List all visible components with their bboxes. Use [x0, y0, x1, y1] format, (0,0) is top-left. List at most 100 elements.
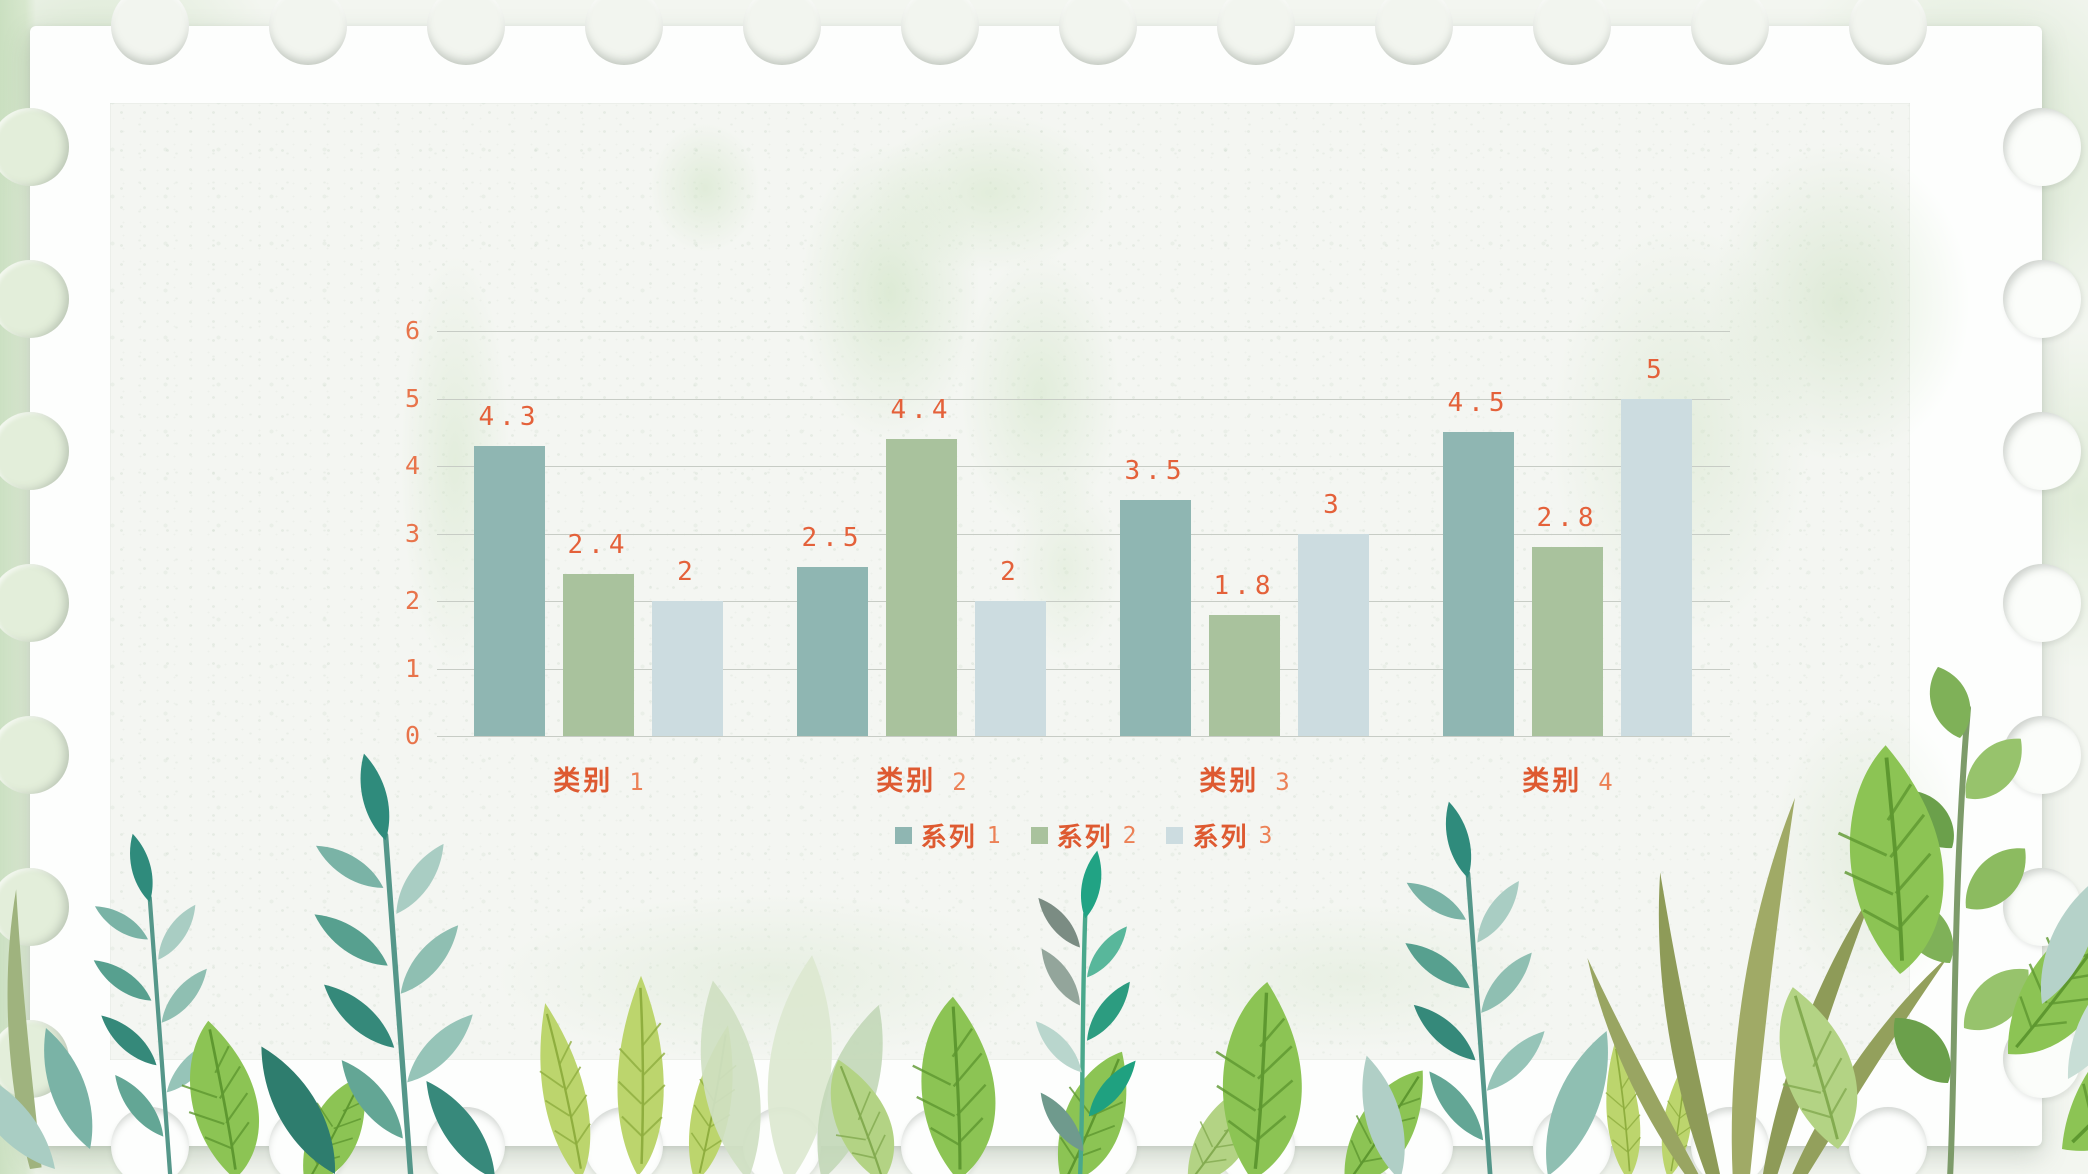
bar	[1120, 499, 1191, 736]
legend-series-label: 系列	[920, 822, 977, 852]
stamp-notch	[0, 412, 69, 490]
stamp-notch	[1533, 0, 1611, 65]
legend-series-label: 系列	[1192, 822, 1249, 852]
stamp-notch	[1533, 1107, 1611, 1174]
category-label: 类别 4	[1458, 759, 1678, 798]
y-axis-tick-label: 2	[404, 586, 420, 615]
stamp-notch	[743, 1107, 821, 1174]
bar	[1532, 547, 1603, 736]
legend-series-number: 2	[1122, 822, 1137, 849]
bar-value-label: 4.4	[890, 395, 953, 425]
category-label: 类别 3	[1135, 759, 1355, 798]
category-label-text: 类别	[553, 766, 614, 796]
y-axis-tick-label: 4	[404, 451, 420, 480]
stamp-notch	[0, 1020, 69, 1098]
category-label-text: 类别	[1522, 766, 1583, 796]
legend-series-number: 3	[1258, 822, 1273, 849]
y-axis-tick-label: 5	[404, 383, 420, 413]
stamp-notch	[427, 1107, 505, 1174]
bar	[975, 601, 1046, 736]
stamp-notch	[269, 0, 347, 65]
stamp-notch	[0, 868, 69, 946]
legend-series-number: 1	[986, 822, 1001, 849]
bar	[797, 567, 868, 736]
bar-value-label: 2.8	[1536, 503, 1599, 533]
bar	[1621, 398, 1692, 736]
bar	[652, 601, 723, 736]
y-axis-tick-label: 1	[404, 653, 420, 683]
legend: 系列 1 系列 2 系列 3	[437, 817, 1730, 854]
stamp-notch	[901, 0, 979, 65]
stamp-notch	[0, 716, 69, 794]
stamp-notch	[1849, 1107, 1927, 1174]
bar-value-label: 3	[1323, 489, 1344, 520]
category-label: 类别 1	[489, 759, 709, 798]
bar	[563, 574, 634, 736]
stamp-notch	[1691, 0, 1769, 65]
bar	[1209, 614, 1280, 736]
stamp-notch	[743, 0, 821, 65]
bar	[474, 445, 545, 736]
bar-value-label: 4.3	[478, 401, 541, 432]
y-axis-tick-label: 3	[404, 518, 420, 548]
bar-value-label: 2.5	[801, 523, 864, 554]
category-label-number: 4	[1598, 768, 1613, 796]
category-label-number: 3	[1275, 768, 1290, 796]
gridline	[437, 398, 1730, 400]
legend-swatch	[1166, 827, 1184, 844]
stamp-notch	[269, 1107, 347, 1174]
gridline	[437, 533, 1730, 535]
bar-value-label: 2	[677, 557, 698, 587]
stamp-notch	[427, 0, 505, 65]
gridline	[437, 736, 1730, 737]
stamp-notch	[585, 0, 663, 65]
stamp-notch	[2003, 716, 2081, 794]
bar-chart: 0 1 2 3 4 5 6 4.3 2.5 3.5 4.5 2.4 4.4 1.8 2.8 2 2 3 5 类别 1 类别…	[110, 103, 1910, 1060]
gridline	[437, 668, 1730, 670]
stamp-notch	[2003, 868, 2081, 946]
gridline	[437, 601, 1730, 602]
legend-item: 系列 1	[894, 817, 1001, 854]
legend-item: 系列 3	[1166, 817, 1272, 854]
legend-swatch	[1030, 827, 1048, 844]
legend-series-label: 系列	[1056, 822, 1113, 852]
stamp-notch	[1059, 1107, 1137, 1174]
stamp-notch	[2003, 260, 2081, 338]
stamp-notch	[901, 1107, 979, 1174]
category-label-number: 2	[952, 768, 967, 796]
stamp-notch	[0, 564, 69, 642]
bar-value-label: 4.5	[1447, 388, 1510, 419]
bar	[886, 439, 957, 736]
bar-value-label: 1.8	[1213, 570, 1276, 601]
stamp-notch	[2003, 564, 2081, 642]
stamp-notch	[1691, 1107, 1769, 1174]
legend-swatch	[894, 827, 912, 844]
gridline	[437, 466, 1730, 467]
y-axis-tick-label: 6	[404, 316, 420, 345]
gridline	[437, 331, 1730, 332]
paper-panel: 0 1 2 3 4 5 6 4.3 2.5 3.5 4.5 2.4 4.4 1.8 2.8 2 2 3 5 类别 1 类别…	[110, 103, 1970, 1063]
stamp-notch	[111, 0, 189, 65]
stamp-notch	[1059, 0, 1137, 65]
stamp-notch	[1217, 0, 1295, 65]
stamp-notch	[0, 108, 69, 186]
bar	[1443, 432, 1514, 736]
stamp-notch	[1375, 1107, 1453, 1174]
stamp-notch	[2003, 1020, 2081, 1098]
stamp-notch	[0, 260, 69, 338]
category-label: 类别 2	[812, 759, 1032, 798]
category-label-text: 类别	[876, 766, 937, 796]
bar-value-label: 5	[1646, 354, 1667, 385]
legend-item: 系列 2	[1030, 817, 1137, 854]
category-label-number: 1	[629, 768, 644, 796]
y-axis-tick-label: 0	[404, 721, 420, 750]
stamp-notch	[1375, 0, 1453, 65]
bar-value-label: 3.5	[1124, 455, 1187, 486]
stamp-notch	[585, 1107, 663, 1174]
stamp-notch	[1849, 0, 1927, 65]
bar-value-label: 2.4	[567, 530, 630, 560]
stamp-notch	[2003, 108, 2081, 186]
stamp-notch	[1217, 1107, 1295, 1174]
bar-value-label: 2	[1000, 557, 1021, 587]
bar	[1298, 533, 1369, 736]
